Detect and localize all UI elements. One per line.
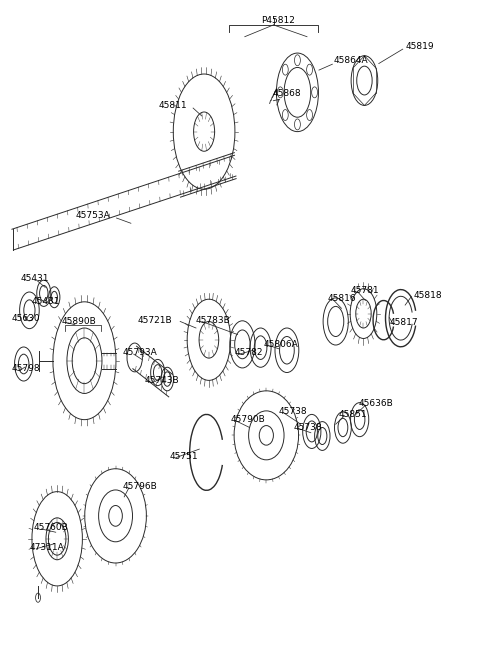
Text: 45636B: 45636B: [359, 399, 394, 408]
Text: 45431: 45431: [32, 297, 60, 306]
Text: 45868: 45868: [273, 89, 301, 98]
Text: 45811: 45811: [159, 101, 187, 110]
Text: 45890B: 45890B: [62, 317, 96, 326]
Text: 45796B: 45796B: [123, 482, 157, 491]
Text: 45753A: 45753A: [75, 211, 110, 220]
Text: 45431: 45431: [21, 274, 49, 283]
Text: 45864A: 45864A: [333, 56, 368, 66]
Text: 45782: 45782: [234, 348, 263, 358]
Text: 45790B: 45790B: [230, 415, 265, 424]
Text: 45721B: 45721B: [137, 316, 172, 325]
Text: 45817: 45817: [389, 318, 418, 327]
Text: 45818: 45818: [413, 291, 442, 300]
Text: 45738: 45738: [278, 407, 307, 417]
Text: 45738: 45738: [294, 423, 322, 432]
Text: 45743B: 45743B: [144, 376, 179, 385]
Text: 45751: 45751: [169, 452, 198, 461]
Text: 45630: 45630: [11, 314, 40, 323]
Text: 45819: 45819: [405, 42, 434, 51]
Text: 45798: 45798: [11, 364, 40, 373]
Text: 45793A: 45793A: [123, 348, 157, 358]
Text: 45851: 45851: [338, 410, 367, 419]
Text: 47311A: 47311A: [29, 543, 64, 552]
Text: P45812: P45812: [261, 16, 295, 25]
Text: 45816: 45816: [327, 294, 356, 303]
Text: 45760B: 45760B: [33, 523, 68, 532]
Text: 45806A: 45806A: [264, 340, 299, 349]
Text: 45783B: 45783B: [196, 316, 231, 325]
Text: 45781: 45781: [350, 285, 379, 295]
